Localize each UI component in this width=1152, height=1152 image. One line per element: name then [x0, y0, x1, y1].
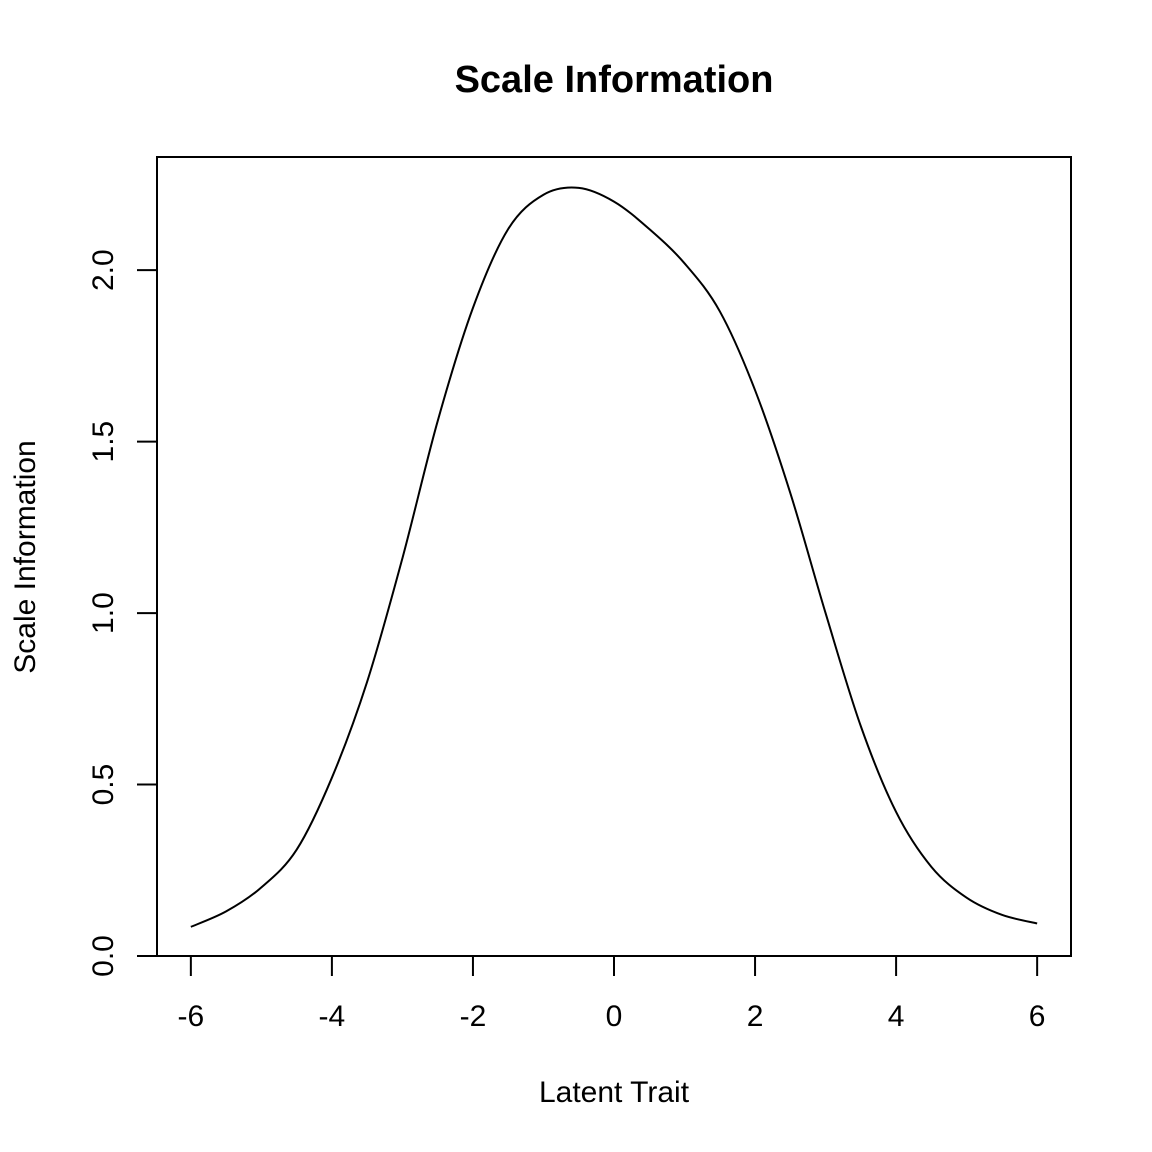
x-axis-label: Latent Trait — [539, 1076, 690, 1109]
series-layer — [190, 186, 1038, 928]
x-tick-label: -6 — [178, 1000, 205, 1033]
y-tick-label: 0.0 — [87, 935, 120, 977]
x-tick-label: 6 — [1029, 1000, 1046, 1033]
series-line — [190, 186, 1038, 928]
y-axis: 0.0 0.5 1.0 1.5 2.0 — [87, 249, 158, 977]
x-axis: -6 -4 -2 0 2 4 6 — [178, 955, 1046, 1033]
x-tick-label: -2 — [460, 1000, 487, 1033]
y-tick-label: 1.5 — [87, 421, 120, 463]
chart-title: Scale Information — [455, 59, 774, 101]
x-tick-label: 0 — [606, 1000, 623, 1033]
y-axis-label: Scale Information — [9, 440, 42, 673]
x-tick-label: 4 — [888, 1000, 905, 1033]
plot-frame — [156, 156, 1072, 957]
y-tick-label: 2.0 — [87, 249, 120, 291]
x-tick-label: 2 — [747, 1000, 764, 1033]
y-tick-label: 0.5 — [87, 764, 120, 806]
x-tick-label: -4 — [319, 1000, 346, 1033]
y-tick-label: 1.0 — [87, 592, 120, 634]
